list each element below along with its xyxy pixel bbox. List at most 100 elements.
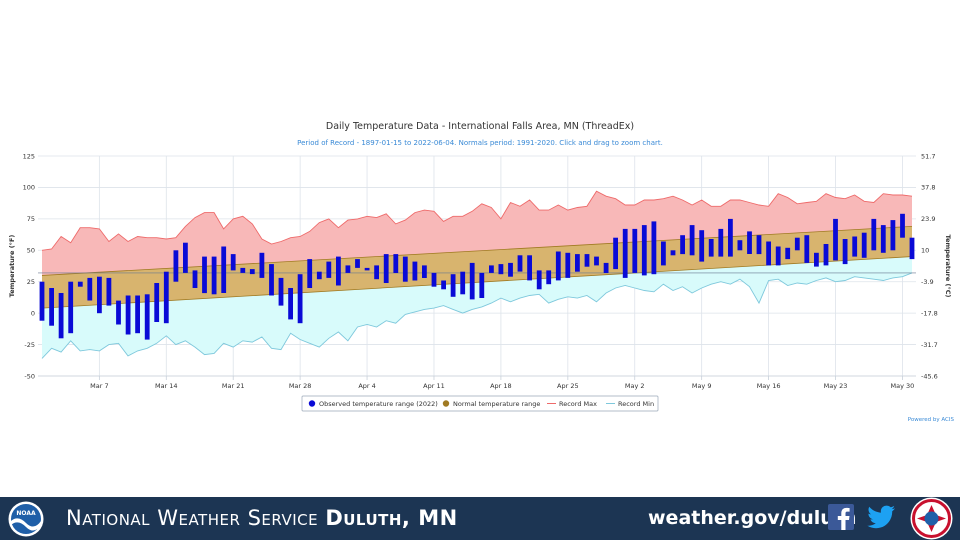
noaa-logo-icon: NOAA xyxy=(8,501,44,537)
observed-bar xyxy=(517,255,523,272)
legend-marker-observed xyxy=(308,400,316,407)
office-name: National Weather Service Duluth, MN xyxy=(66,506,458,530)
observed-bar xyxy=(756,235,762,255)
legend-label-observed: Observed temperature range (2022) xyxy=(319,400,438,408)
observed-bar xyxy=(259,252,265,278)
observed-bar xyxy=(871,218,877,251)
legend: Observed temperature range (2022) Normal… xyxy=(301,395,659,412)
observed-bar xyxy=(651,221,657,275)
facebook-icon[interactable] xyxy=(828,504,854,530)
observed-bar xyxy=(603,262,609,273)
x-tick-label: Mar 28 xyxy=(289,382,312,390)
observed-bar xyxy=(794,237,800,251)
y-tick-label-left: 100 xyxy=(23,184,35,192)
y-tick-label-right: -3.9 xyxy=(921,278,934,286)
x-tick-label: Apr 4 xyxy=(358,382,375,390)
observed-bar xyxy=(393,254,399,273)
observed-bar xyxy=(842,239,848,265)
observed-bar xyxy=(460,271,466,295)
observed-bar xyxy=(689,225,695,256)
x-tick-label: Mar 21 xyxy=(222,382,245,390)
credit-link[interactable]: Powered by ACIS xyxy=(908,417,955,423)
observed-bar xyxy=(909,237,915,260)
x-tick-label: May 23 xyxy=(824,382,848,390)
observed-bar xyxy=(288,288,293,320)
observed-bar xyxy=(192,270,198,288)
observed-bar xyxy=(632,228,638,273)
observed-bar xyxy=(775,246,781,266)
observed-bar xyxy=(613,237,618,270)
observed-bar xyxy=(68,281,74,334)
observed-bar xyxy=(183,242,188,273)
observed-bar xyxy=(336,256,341,286)
observed-bar xyxy=(718,228,724,257)
observed-bar xyxy=(297,274,303,324)
twitter-icon[interactable] xyxy=(866,503,896,531)
observed-bar xyxy=(670,250,676,256)
y-tick-label-left: 0 xyxy=(31,309,35,317)
observed-bar xyxy=(240,267,246,273)
chart-subtitle: Period of Record - 1897-01-15 to 2022-06… xyxy=(297,139,663,147)
observed-bar xyxy=(77,281,83,287)
legend-label-normal: Normal temperature range xyxy=(453,400,540,408)
y-tick-label-left: 125 xyxy=(23,152,35,160)
observed-bar xyxy=(565,252,571,278)
noaa-logo-text: NOAA xyxy=(16,510,36,517)
legend-marker-normal xyxy=(442,400,450,407)
observed-bar xyxy=(823,244,829,266)
observed-bar xyxy=(900,213,905,238)
observed-bar xyxy=(527,255,532,281)
observed-bar xyxy=(307,259,313,288)
observed-bar xyxy=(326,261,332,278)
observed-bar xyxy=(747,231,752,254)
observed-bar xyxy=(661,241,666,266)
temperature-chart[interactable]: Daily Temperature Data - International F… xyxy=(0,0,960,497)
legend-item-record-max[interactable]: Record Max xyxy=(547,400,597,408)
x-tick-label: May 9 xyxy=(692,382,712,390)
observed-bar xyxy=(622,228,628,278)
observed-bar xyxy=(39,281,45,321)
observed-bar xyxy=(355,259,360,268)
record-max-line xyxy=(41,190,913,251)
x-tick-label: Apr 25 xyxy=(557,382,579,390)
observed-bar xyxy=(154,283,160,322)
y-axis-label-left: Temperature (°F) xyxy=(8,235,16,298)
observed-bar xyxy=(766,241,771,266)
observed-bar xyxy=(804,235,810,263)
observed-bar xyxy=(469,262,475,300)
observed-bar xyxy=(708,239,714,257)
y-tick-label-left: 50 xyxy=(27,247,35,255)
observed-bar xyxy=(49,288,54,326)
y-axis-left: 125 100 75 50 25 0 -25 -50 xyxy=(23,152,35,380)
observed-bar xyxy=(402,256,408,282)
y-tick-label-right: 10 xyxy=(921,247,929,255)
observed-bar xyxy=(345,265,351,273)
y-axis-right: 51.7 37.8 23.9 10 -3.9 -17.8 -31.7 -45.6 xyxy=(921,152,938,380)
observed-bar xyxy=(316,271,322,280)
x-tick-label: Apr 11 xyxy=(423,382,445,390)
legend-item-record-min[interactable]: Record Min xyxy=(606,400,654,408)
observed-bar xyxy=(699,230,705,262)
y-tick-label-right: 23.9 xyxy=(921,215,935,223)
record-min-line xyxy=(41,272,913,359)
x-tick-label: May 30 xyxy=(891,382,915,390)
chart-title: Daily Temperature Data - International F… xyxy=(326,121,634,132)
plot-area[interactable] xyxy=(38,155,916,377)
observed-bar xyxy=(383,254,389,283)
legend-label-record-min: Record Min xyxy=(618,400,654,408)
observed-bar xyxy=(269,264,274,296)
legend-item-normal[interactable]: Normal temperature range xyxy=(442,400,541,408)
x-tick-label: Mar 14 xyxy=(155,382,178,390)
legend-item-observed[interactable]: Observed temperature range (2022) xyxy=(308,400,438,408)
observed-bar xyxy=(106,277,112,306)
observed-bar xyxy=(584,254,590,267)
observed-bar xyxy=(861,232,867,258)
x-tick-label: May 16 xyxy=(757,382,781,390)
legend-box xyxy=(301,395,659,412)
observed-bar xyxy=(594,256,599,266)
y-tick-label-left: -25 xyxy=(24,341,35,349)
office-url-link[interactable]: weather.gov/duluth xyxy=(648,507,857,529)
x-tick-label: Mar 7 xyxy=(90,382,108,390)
observed-bar xyxy=(125,295,131,335)
y-tick-label-right: -17.8 xyxy=(921,309,938,317)
